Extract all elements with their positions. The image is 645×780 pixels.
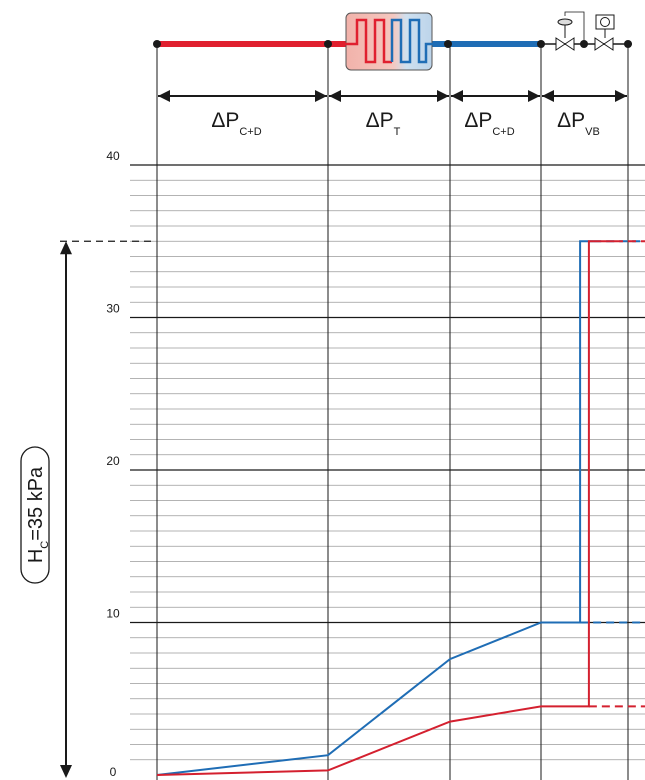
y-tick-label: 10 bbox=[106, 607, 120, 621]
balancing-valve-icon bbox=[555, 37, 575, 51]
dimension-arrow-left-icon bbox=[329, 90, 341, 102]
circuit-schematic bbox=[153, 11, 632, 71]
control-valve-icon bbox=[594, 37, 614, 51]
series-layer bbox=[156, 240, 645, 776]
y-tick-label: 30 bbox=[106, 302, 120, 316]
valve-connector bbox=[564, 11, 585, 44]
head-annotation: HC=35 kPa bbox=[20, 240, 152, 778]
dimension-arrow-right-icon bbox=[315, 90, 327, 102]
head-label: HC=35 kPa bbox=[25, 466, 51, 563]
series-line-blue bbox=[156, 240, 594, 776]
grid-layer bbox=[130, 164, 645, 761]
y-axis: 0 10 20 30 40 bbox=[106, 149, 120, 779]
junction-dot bbox=[324, 40, 332, 48]
y-tick-label: 20 bbox=[106, 454, 120, 468]
dimension-arrow-right-icon bbox=[437, 90, 449, 102]
dimension-arrow-right-icon bbox=[615, 90, 627, 102]
junction-dot bbox=[537, 40, 545, 48]
valve-handwheel-icon bbox=[557, 18, 573, 26]
y-tick-label: 0 bbox=[110, 765, 117, 779]
dimension-arrow-left-icon bbox=[158, 90, 170, 102]
section-label-valves: ΔPVB bbox=[557, 109, 600, 138]
y-tick-label: 40 bbox=[106, 149, 120, 163]
arrow-up-icon bbox=[60, 241, 72, 255]
junction-dot bbox=[153, 40, 161, 48]
section-label-pipe-supply: ΔPC+D bbox=[211, 109, 261, 138]
dimension-arrow-left-icon bbox=[542, 90, 554, 102]
section-boundaries bbox=[156, 44, 629, 780]
dimension-arrow-left-icon bbox=[451, 90, 463, 102]
section-label-pipe-return: ΔPC+D bbox=[464, 109, 514, 138]
junction-dot bbox=[624, 40, 632, 48]
actuator-dial-icon bbox=[600, 17, 610, 27]
arrow-down-icon bbox=[60, 765, 72, 778]
junction-dot bbox=[444, 40, 452, 48]
series-line-red bbox=[156, 240, 615, 776]
terminal-coil-blue bbox=[390, 18, 440, 64]
dimension-arrow-right-icon bbox=[528, 90, 540, 102]
terminal-coil-red bbox=[336, 18, 392, 64]
head-label-box bbox=[20, 446, 50, 584]
junction-dot bbox=[580, 40, 588, 48]
section-label-terminal: ΔPT bbox=[366, 109, 401, 138]
section-labels: ΔPC+D ΔPT ΔPC+D ΔPVB bbox=[158, 90, 627, 138]
